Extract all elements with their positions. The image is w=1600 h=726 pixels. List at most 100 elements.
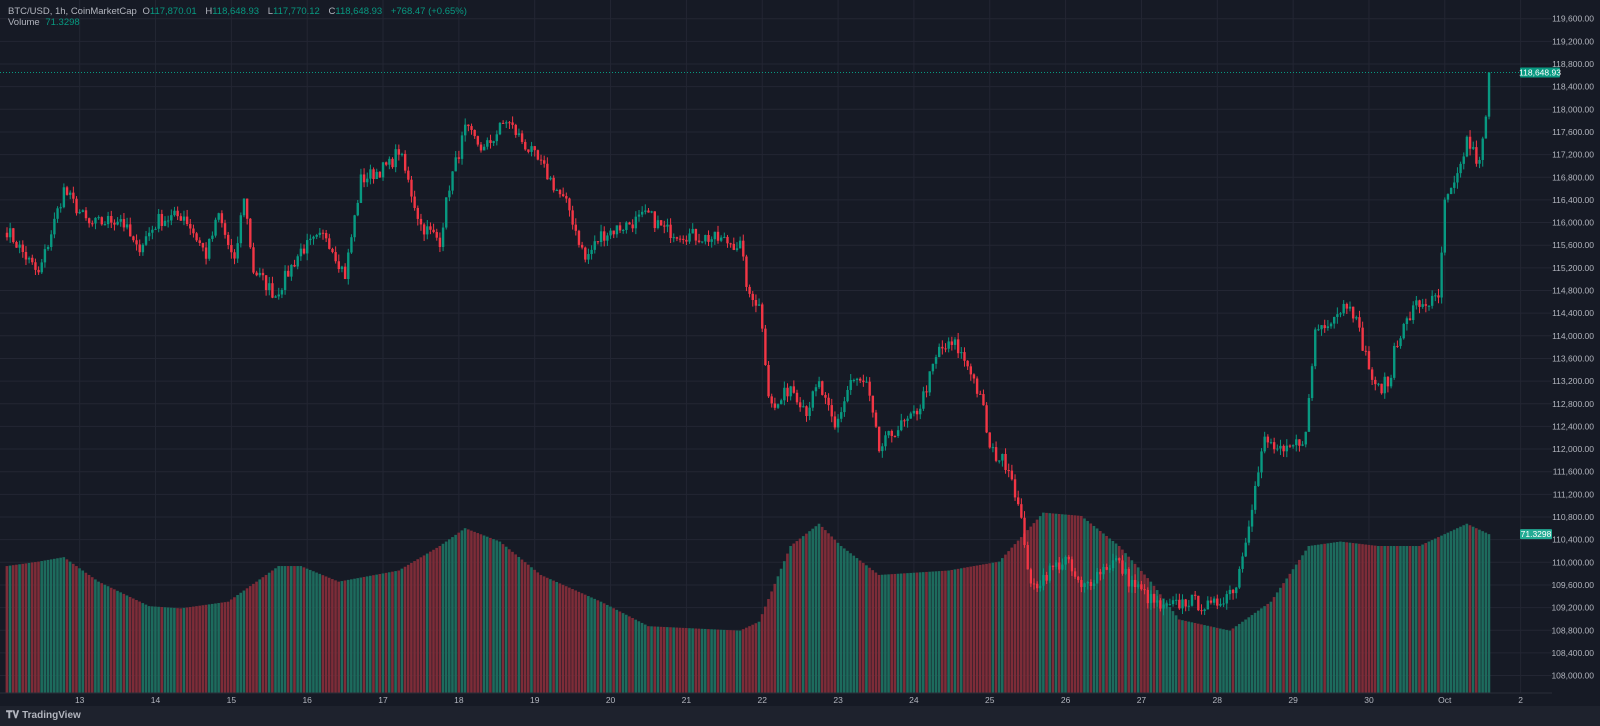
candle-body [1408,318,1412,321]
time-tick-label: 22 [758,695,768,705]
candle-body [1168,604,1172,606]
volume-bar [492,539,495,693]
volume-bar [1266,603,1270,693]
volume-bar [1054,513,1058,693]
volume-bar [1285,578,1288,693]
volume-bar [40,561,43,693]
candle-body [1133,579,1137,588]
candle-body [1017,497,1020,505]
candle-body [612,230,615,235]
volume-bar [694,628,698,693]
volume-bar [296,566,299,693]
volume-bar [675,627,679,693]
candle-body [1355,317,1358,319]
volume-bar [1004,554,1007,693]
candle-body [464,124,467,136]
volume-bar [340,581,344,693]
price-tick-label: 108,800.00 [1551,625,1594,635]
candle-body [1228,589,1232,595]
volume-bar [782,561,786,693]
candle-body [460,135,464,159]
tradingview-logo[interactable]: 𝐓𝐕 TradingView [6,710,81,721]
volume-bar [182,607,186,693]
volume-bar [1250,615,1254,693]
candle-body [944,348,947,350]
candle-body [574,224,577,231]
volume-bar [470,530,473,693]
volume-bar [1228,630,1232,693]
volume-bar [887,574,890,693]
time-axis[interactable]: 13 14 15 16 17 18 19 20 21 22 23 24 25 26 27 28 29 30 Oct 2 [75,695,1523,705]
candle-body [381,162,385,178]
candle-body [1171,600,1175,605]
volume-bar [653,626,656,693]
candle-body [827,397,830,406]
time-tick-label: Oct [1438,695,1452,705]
volume-bar [318,573,322,693]
volume-bar [982,564,985,693]
volume-bar [1351,543,1355,693]
candle-body [135,240,138,245]
volume-bar [1114,543,1118,693]
candle-body [173,210,176,216]
volume-bar [1437,537,1440,693]
volume-bar [612,608,615,693]
volume-bar [707,629,710,693]
candle-body [195,233,198,241]
candle-body [445,197,448,228]
volume-bar [748,626,751,693]
candle-body [1250,509,1254,527]
candle-body [1405,318,1409,324]
candle-body [1096,571,1099,584]
candle-body [577,230,581,245]
candle-body [366,178,369,183]
price-chart[interactable]: 119,600.00 119,200.00 118,800.00 118,400.00… [0,0,1600,706]
volume-bar [1184,620,1187,693]
price-axis[interactable]: 119,600.00 119,200.00 118,800.00 118,400.00… [1551,14,1594,681]
volume-bar [485,536,489,693]
volume-bar [1364,544,1367,693]
volume-bar [1130,560,1134,693]
volume-bar [1209,626,1213,693]
volume-bar [132,598,135,693]
volume-bar [264,574,268,693]
volume-bar [1219,628,1222,693]
high-label: H [205,6,213,17]
volume-bar [754,623,758,693]
volume-bar [422,555,426,693]
candle-body [369,169,372,179]
candle-body [625,222,628,230]
volume-bar [1313,545,1317,693]
volume-bar [56,558,59,693]
volume-bar [1032,523,1036,693]
volume-bar [1386,546,1390,693]
volume-bar [1424,543,1428,693]
volume-bar [808,531,811,693]
candle-body [1481,138,1484,160]
candle-body [271,283,274,298]
candle-body [1032,583,1036,585]
ohlc-legend: BTC/USD, 1h, CoinMarketCap O117,870.01 H… [8,6,470,17]
candle-body [1029,569,1033,584]
candle-body [922,391,925,409]
candle-body [599,231,603,243]
volume-bar [185,607,189,693]
volume-bar [713,629,717,693]
candle-body [1269,442,1273,444]
candle-body [780,400,783,405]
volume-bar [681,627,685,693]
volume-bar [1215,627,1219,693]
volume-label[interactable]: Volume [8,17,40,28]
volume-bar [1067,514,1070,693]
volume-bar [308,569,312,693]
candle-body [1225,594,1228,604]
volume-bar [985,563,988,693]
candle-body [302,248,306,254]
candle-body [1054,562,1058,567]
volume-bar [271,570,274,693]
volume-bar [444,541,448,693]
candle-body [953,339,957,345]
symbol-label[interactable]: BTC/USD, 1h, CoinMarketCap [8,6,137,17]
volume-bar [226,601,230,693]
candle-body [220,213,224,224]
